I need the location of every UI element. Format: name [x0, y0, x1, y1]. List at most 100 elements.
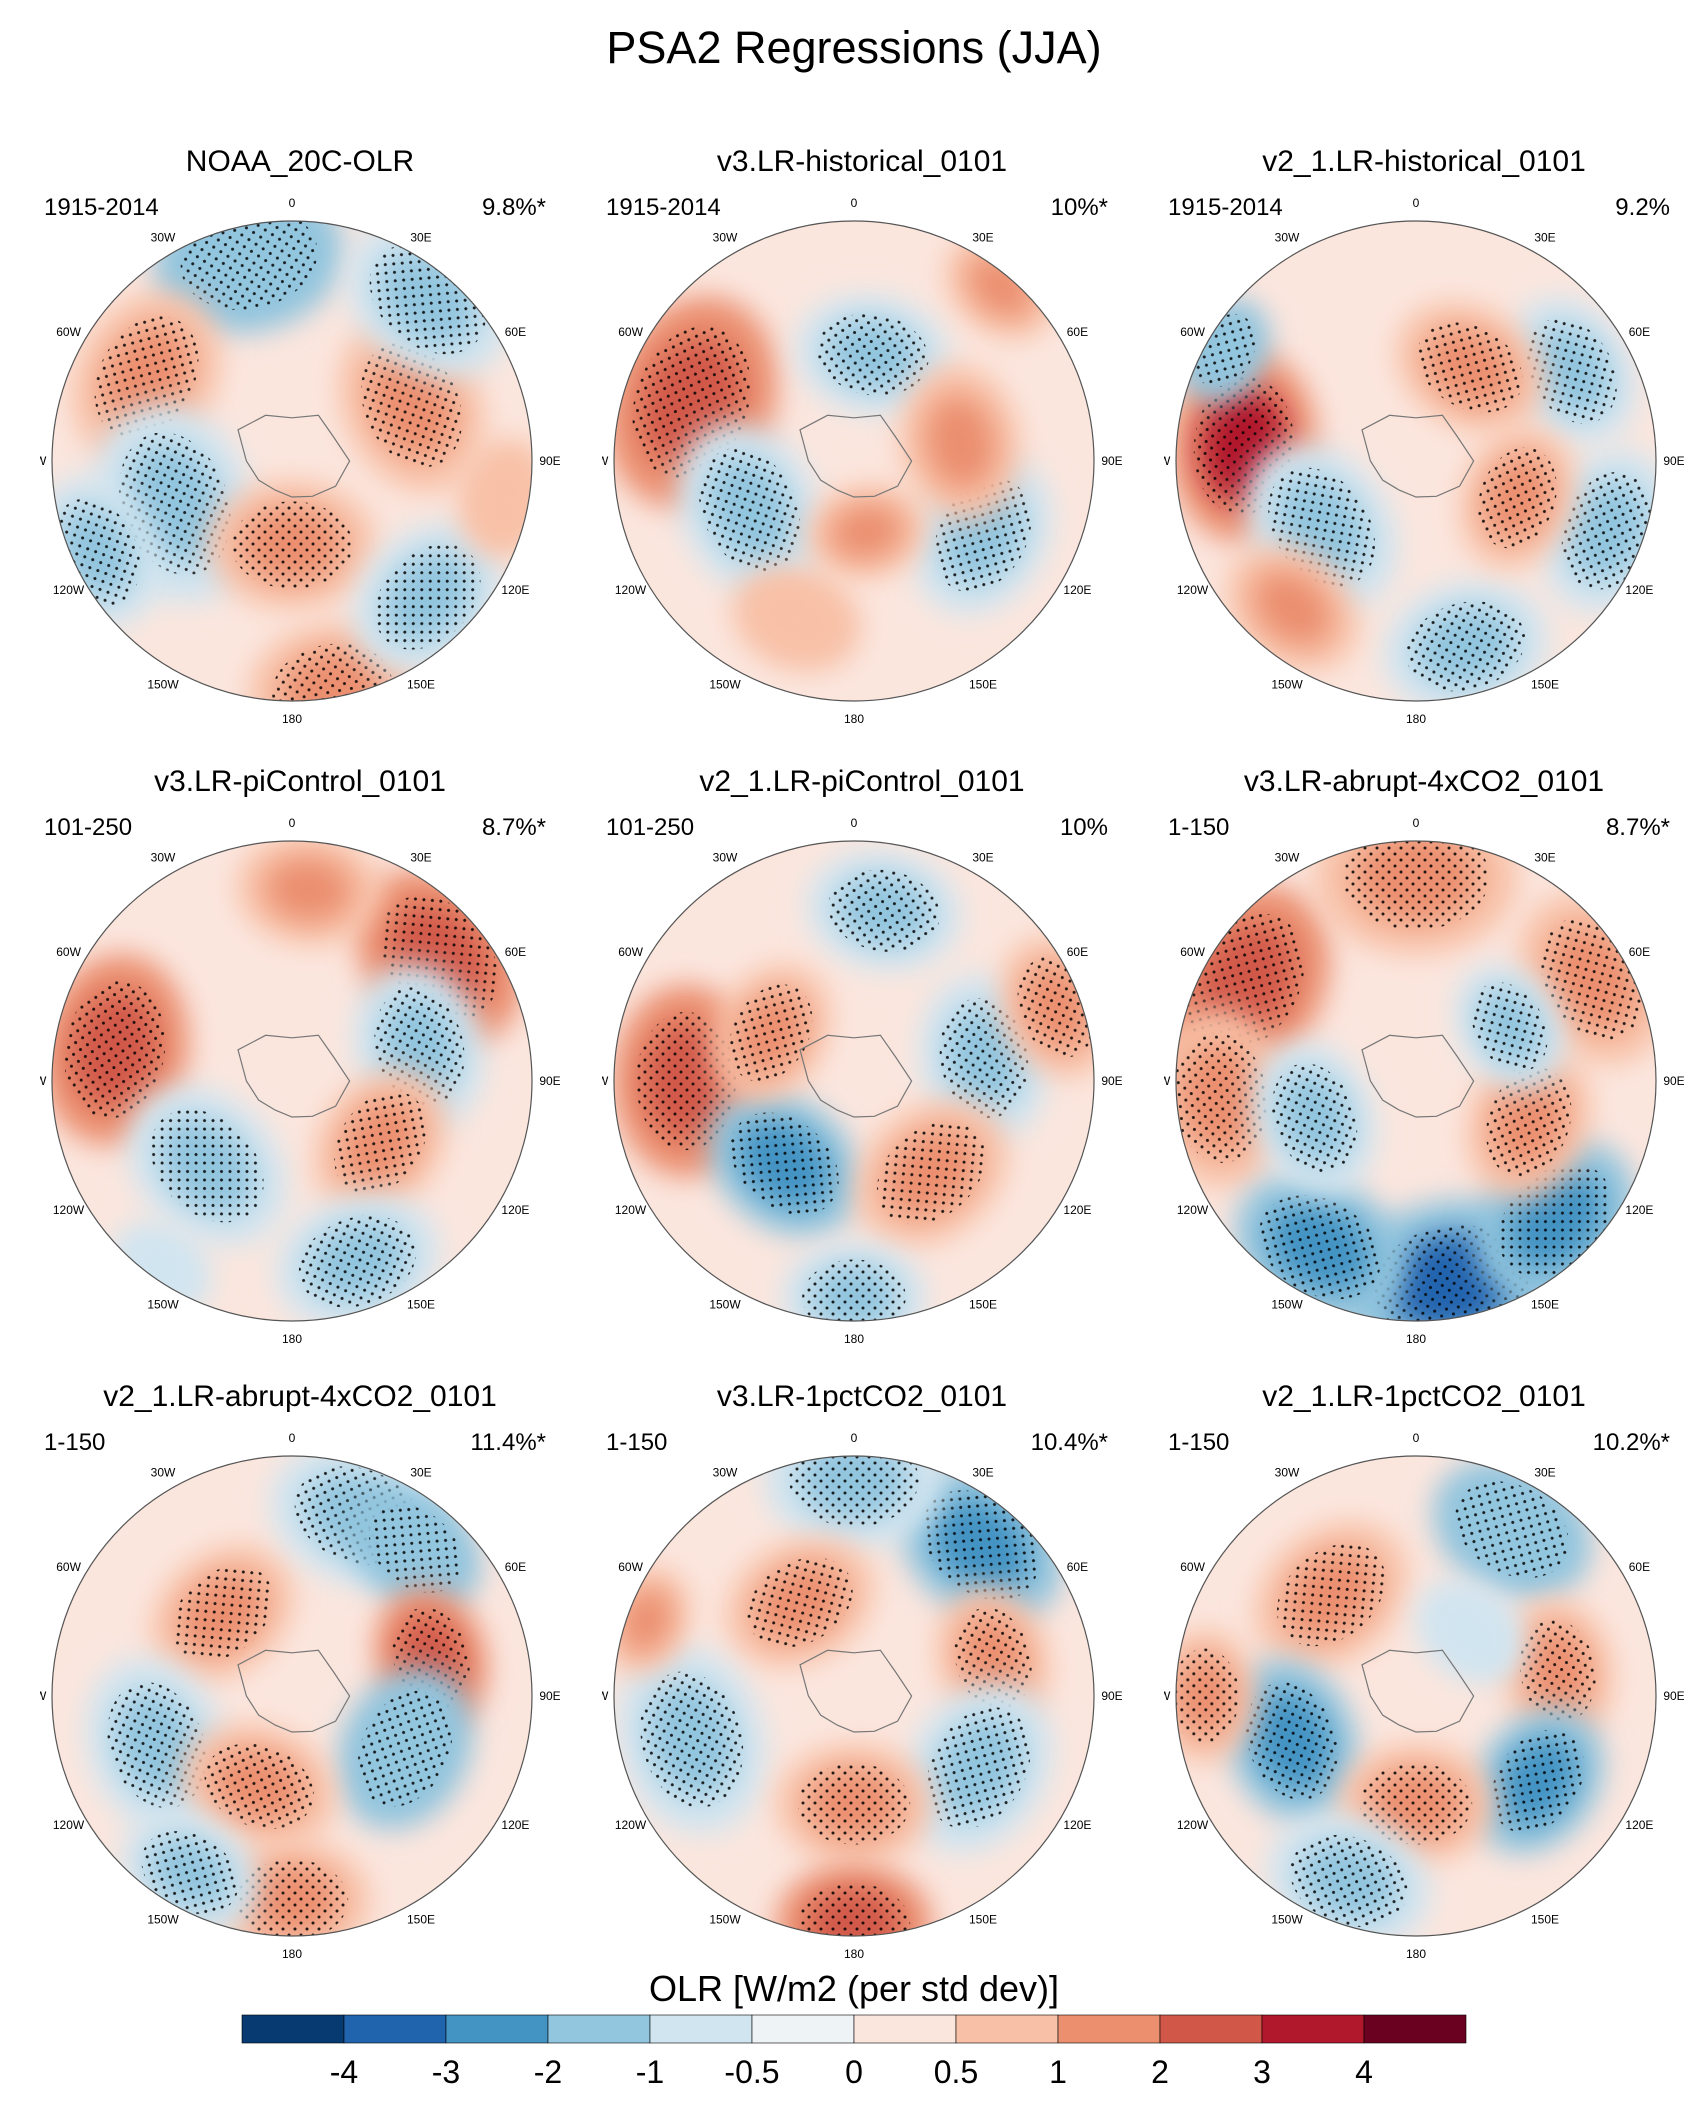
longitude-label: 90E [1101, 454, 1122, 468]
longitude-label: 180 [844, 1332, 864, 1346]
longitude-label: 150E [1531, 1297, 1559, 1311]
map-border [613, 840, 1095, 1322]
panel-variance: 9.2% [1615, 194, 1670, 221]
anomaly-blob [732, 566, 861, 672]
map-border [1175, 1455, 1657, 1937]
panel-title: v2_1.LR-piControl_0101 [699, 765, 1025, 798]
longitude-label: 120W [53, 583, 85, 597]
colorbar-tick-label: 0.5 [934, 2054, 978, 2090]
longitude-label: 30E [410, 231, 431, 245]
significance-stipple [922, 1490, 1039, 1601]
significance-stipple [107, 1682, 206, 1809]
significance-stipple [1276, 1543, 1386, 1647]
longitude-label: 60W [618, 325, 643, 339]
significance-stipple [926, 1707, 1031, 1829]
colorbar-segment [547, 2014, 651, 2044]
panel-variance: 8.7%* [481, 814, 546, 841]
longitude-label: 30W [713, 851, 738, 865]
map-border [613, 220, 1095, 702]
longitude-label: 60W [1180, 325, 1205, 339]
significance-stipple [954, 1607, 1032, 1710]
significance-stipple [172, 1565, 273, 1661]
anomaly-blob [806, 485, 927, 579]
longitude-label: 30W [1275, 851, 1300, 865]
significance-stipple [1519, 1619, 1596, 1723]
significance-stipple [204, 1743, 314, 1829]
longitude-label: 30E [972, 231, 993, 245]
colorbar-tick-label: -0.5 [724, 2054, 779, 2090]
longitude-label: 90W [602, 1074, 609, 1088]
colorbar-tick-label: -4 [330, 2054, 358, 2090]
longitude-label: 120E [501, 1203, 529, 1217]
panel-variance: 10.4%* [1030, 1429, 1108, 1456]
longitude-label: 30W [1275, 231, 1300, 245]
longitude-label: 60W [618, 1560, 643, 1574]
longitude-label: 180 [1406, 1332, 1426, 1346]
colorbar-tick-label: 1 [1049, 2054, 1067, 2090]
significance-stipple [1417, 322, 1523, 413]
polar-map: 0 30E 60E 90E 120E 150E 180 150W 120W 90W 60W 30W [1164, 1431, 1684, 1961]
longitude-label: 150W [1271, 1297, 1303, 1311]
longitude-label: 180 [844, 712, 864, 726]
longitude-label: 120E [1625, 1818, 1653, 1832]
significance-stipple [1359, 1763, 1473, 1845]
longitude-label: 90W [1164, 1689, 1171, 1703]
longitude-label: 0 [1413, 196, 1420, 210]
significance-stipple [1176, 1033, 1267, 1163]
significance-stipple [1271, 1063, 1358, 1173]
longitude-label: 60W [618, 945, 643, 959]
longitude-label: 60E [1067, 1560, 1088, 1574]
panel-variance: 9.8%* [481, 194, 546, 221]
polar-map: 0 30E 60E 90E 120E 150E 180 150W 120W 90W 60W 30W [602, 196, 1122, 726]
longitude-label: 180 [844, 1947, 864, 1961]
colorbar-title: OLR [W/m2 (per std dev)] [648, 1968, 1060, 2009]
longitude-label: 30E [1534, 851, 1555, 865]
longitude-label: 90W [40, 1074, 47, 1088]
colorbar-tick-label: -1 [636, 2054, 664, 2090]
colorbar-segment [343, 2014, 447, 2044]
panel-variance: 11.4%* [470, 1429, 546, 1456]
longitude-label: 120W [1177, 583, 1209, 597]
significance-stipple [231, 501, 353, 589]
significance-stipple [1455, 1481, 1569, 1579]
significance-stipple [1526, 318, 1617, 424]
longitude-label: 60W [1180, 1560, 1205, 1574]
map-panel: v2_1.LR-abrupt-4xCO2_0101 1-150 11.4%* 0 30E… [40, 1380, 560, 1980]
longitude-label: 120E [1063, 583, 1091, 597]
significance-stipple [150, 1109, 264, 1223]
longitude-label: 150W [709, 677, 741, 691]
longitude-label: 0 [1413, 816, 1420, 830]
main-title: PSA2 Regressions (JJA) [606, 22, 1102, 73]
longitude-label: 150W [1271, 1912, 1303, 1926]
significance-stipple [640, 1671, 744, 1808]
significance-stipple [1245, 1682, 1338, 1800]
anomaly-blob [236, 841, 381, 945]
map-panel: v3.LR-abrupt-4xCO2_0101 1-150 8.7%* 0 30E 60E… [1164, 765, 1684, 1365]
longitude-label: 180 [282, 1332, 302, 1346]
significance-stipple [876, 1121, 986, 1225]
panel-period: 1-150 [1168, 1429, 1230, 1456]
longitude-label: 150E [1531, 677, 1559, 691]
map-panel: NOAA_20C-OLR 1915-2014 9.8%* 0 30E 60E 90E 120E… [40, 145, 560, 745]
longitude-label: 90E [1663, 1074, 1684, 1088]
panel-variance: 10%* [1050, 194, 1108, 221]
colorbar-tick-label: -2 [534, 2054, 562, 2090]
longitude-label: 90E [1663, 1689, 1684, 1703]
panel-period: 1-150 [606, 1429, 668, 1456]
antarctica-coastline [1361, 1034, 1475, 1118]
longitude-label: 0 [289, 196, 296, 210]
anomaly-blob [1227, 545, 1359, 671]
longitude-label: 90E [539, 454, 560, 468]
longitude-label: 180 [1406, 712, 1426, 726]
longitude-label: 90W [602, 454, 609, 468]
significance-stipple [797, 1763, 911, 1845]
panel-title: v3.LR-abrupt-4xCO2_0101 [1243, 765, 1605, 798]
polar-map: 0 30E 60E 90E 120E 150E 180 150W 120W 90W 60W 30W [602, 1431, 1122, 1961]
longitude-label: 30E [1534, 1466, 1555, 1480]
panel-period: 1915-2014 [44, 194, 159, 221]
significance-stipple [334, 1091, 427, 1195]
panel-variance: 10% [1059, 814, 1108, 841]
longitude-label: 30E [410, 1466, 431, 1480]
map-border [51, 220, 533, 702]
longitude-label: 120E [501, 583, 529, 597]
